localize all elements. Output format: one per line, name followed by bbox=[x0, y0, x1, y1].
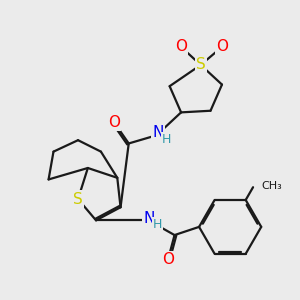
Text: H: H bbox=[153, 218, 162, 231]
Text: S: S bbox=[196, 57, 206, 72]
Text: H: H bbox=[162, 133, 171, 146]
Text: O: O bbox=[162, 252, 174, 267]
Text: S: S bbox=[73, 192, 83, 207]
Text: O: O bbox=[216, 39, 228, 54]
Text: O: O bbox=[108, 115, 120, 130]
Text: CH₃: CH₃ bbox=[261, 181, 282, 190]
Text: N: N bbox=[152, 125, 164, 140]
Text: O: O bbox=[175, 39, 187, 54]
Text: N: N bbox=[143, 211, 155, 226]
